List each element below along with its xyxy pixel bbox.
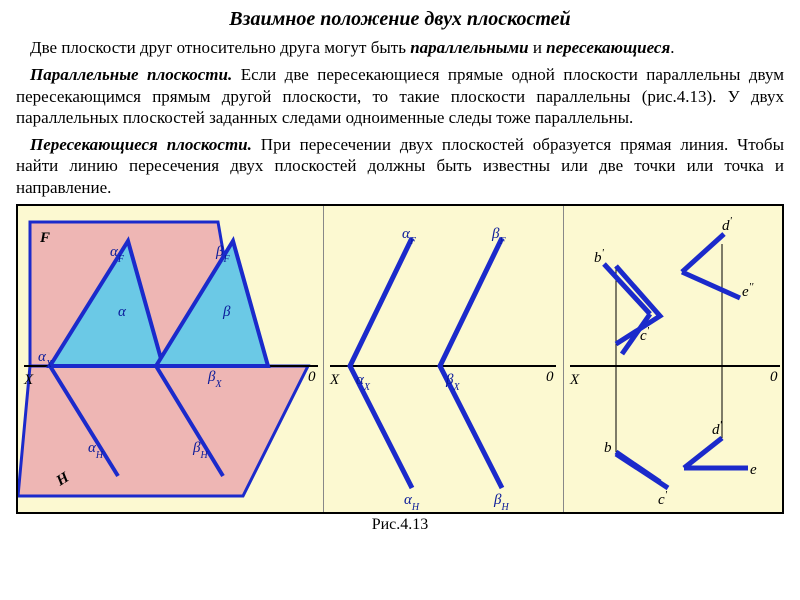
label-alpha-x: αX xyxy=(356,372,371,393)
label-beta-x: βX xyxy=(445,372,460,393)
label-X: X xyxy=(569,372,580,388)
label-F: F xyxy=(39,230,50,246)
label-alpha-f: αF xyxy=(402,226,417,247)
label-e: e xyxy=(750,462,757,478)
paragraph-intro: Две плоскости друг относительно друга мо… xyxy=(16,37,784,58)
label-alpha-h: αH xyxy=(404,492,420,512)
diagram-panel-1: F X 0 H αF α αX αH βF β βX βH xyxy=(18,206,324,512)
label-b-prime: b' xyxy=(594,247,605,266)
label-X: X xyxy=(23,372,34,388)
label-beta-f: βF xyxy=(491,226,506,247)
figure-block: F X 0 H αF α αX αH βF β βX βH xyxy=(16,204,784,534)
text: . xyxy=(670,38,674,57)
label-b: b xyxy=(604,440,612,456)
page-title: Взаимное положение двух плоскостей xyxy=(16,8,784,31)
diagram-panel-2: X 0 αF αX αH βF βX βH xyxy=(324,206,564,512)
label-X: X xyxy=(329,372,340,388)
subhead: Пересекающиеся плоскости. xyxy=(30,135,252,154)
label-beta-h: βH xyxy=(493,492,509,512)
label-c-prime-b: c' xyxy=(658,489,668,508)
emphasis: параллельными xyxy=(410,38,528,57)
subhead: Параллельные плоскости. xyxy=(30,65,232,84)
label-c-prime: c' xyxy=(640,325,650,344)
label-O: 0 xyxy=(308,369,316,385)
paragraph-intersecting: Пересекающиеся плоскости. При пересечени… xyxy=(16,134,784,198)
figure-caption: Рис.4.13 xyxy=(16,516,784,534)
label-alpha: α xyxy=(118,304,127,320)
emphasis: пересекающиеся xyxy=(546,38,670,57)
label-beta: β xyxy=(222,304,231,320)
text: Две плоскости друг относительно друга мо… xyxy=(30,38,410,57)
document-page: Взаимное положение двух плоскостей Две п… xyxy=(0,0,800,198)
label-d-prime-b: d' xyxy=(712,419,723,438)
label-O: 0 xyxy=(546,369,554,385)
label-d-prime: d' xyxy=(722,215,733,234)
label-O: 0 xyxy=(770,369,778,385)
diagram-panel-3: X 0 b' c' d' e'' b c' d' e xyxy=(564,206,786,512)
label-e-pp: e'' xyxy=(742,281,754,300)
paragraph-parallel: Параллельные плоскости. Если две пересек… xyxy=(16,64,784,128)
figure-413: F X 0 H αF α αX αH βF β βX βH xyxy=(16,204,784,514)
text: и xyxy=(529,38,547,57)
